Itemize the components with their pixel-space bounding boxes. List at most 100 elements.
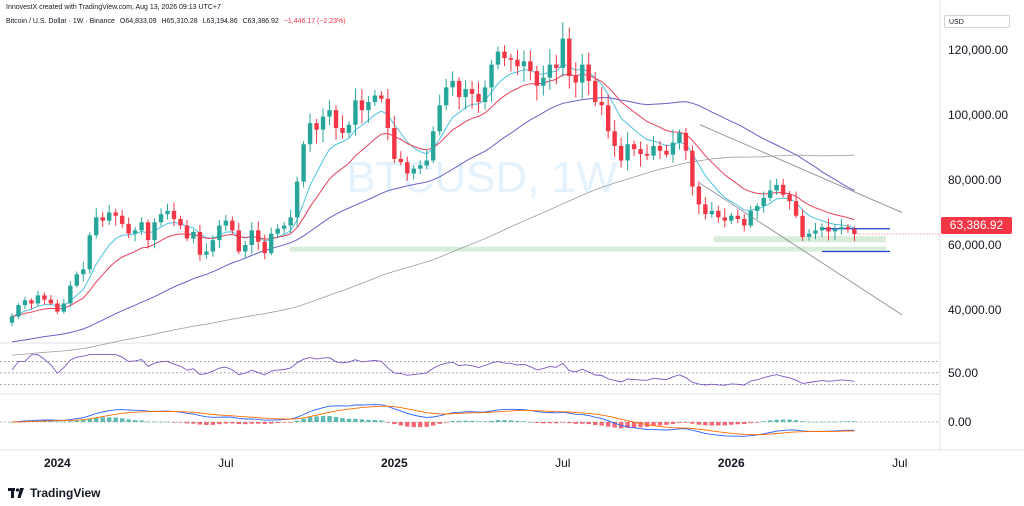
price-tick-label: 120,000.00 <box>948 43 1008 57</box>
candle-body <box>534 71 540 86</box>
candle <box>346 121 352 138</box>
candle <box>418 160 423 175</box>
low-value: L63,194.86 <box>202 18 238 25</box>
macd-histogram-bar <box>573 422 578 424</box>
candle <box>269 227 274 256</box>
candle <box>22 296 28 309</box>
candle <box>359 89 365 124</box>
candle <box>625 132 630 171</box>
candle-body <box>625 144 630 161</box>
macd-histogram-bar <box>800 421 805 422</box>
macd-histogram-bar <box>100 417 105 422</box>
candle <box>333 105 339 140</box>
candle <box>787 191 792 210</box>
candle-body <box>87 235 92 270</box>
candle-body <box>294 181 300 218</box>
macd-histogram-bar <box>755 422 760 423</box>
chart-credit: InnovestX created with TradingView.com, … <box>6 4 221 11</box>
macd-histogram-bar <box>158 421 164 423</box>
macd-histogram-bar <box>793 420 799 422</box>
currency-selector[interactable]: USD <box>944 15 1010 28</box>
time-axis[interactable]: 2024 Jul 2025 Jul 2026 Jul <box>44 456 907 470</box>
candle-body <box>631 144 637 150</box>
macd-histogram-bar <box>307 416 313 422</box>
price-tick-label: 100,000.00 <box>948 108 1008 122</box>
candle-body <box>495 51 501 65</box>
macd-histogram-bar <box>742 422 747 424</box>
candle <box>554 54 559 85</box>
trendline-lower <box>699 182 903 316</box>
tradingview-logo-icon <box>8 488 24 498</box>
candle-body <box>580 64 585 83</box>
candle <box>735 209 740 224</box>
candle <box>677 129 682 150</box>
candle-body <box>716 210 721 218</box>
macd-histogram-bar <box>431 422 436 426</box>
candle <box>761 191 766 213</box>
candle <box>644 144 650 161</box>
candle <box>722 208 727 228</box>
candle-body <box>806 233 812 237</box>
candle <box>845 224 851 233</box>
macd-histogram-bar <box>502 420 507 422</box>
candle-body <box>29 300 34 304</box>
candle <box>320 108 326 143</box>
macd-histogram-bar <box>171 422 177 423</box>
macd-histogram-bar <box>217 422 222 425</box>
macd-histogram-bar <box>230 422 235 424</box>
candle-body <box>249 230 254 245</box>
candle-body <box>398 158 403 163</box>
candle-body <box>832 229 838 232</box>
macd-histogram-bar <box>832 421 838 423</box>
candle <box>9 313 15 327</box>
candle <box>748 205 753 228</box>
candle-body <box>780 184 786 195</box>
high-value: H65,310.28 <box>161 18 198 25</box>
macd-histogram-bar <box>184 422 190 424</box>
candle-body <box>152 222 157 241</box>
candle-body <box>55 303 60 312</box>
candle-body <box>443 87 449 106</box>
macd-panel <box>0 404 940 437</box>
candle <box>437 94 442 136</box>
candle-body <box>657 145 663 151</box>
macd-histogram-bar <box>61 421 67 423</box>
candle <box>476 81 481 113</box>
candle <box>664 144 669 158</box>
tradingview-logo[interactable]: TradingView <box>8 486 100 500</box>
candle <box>826 218 831 241</box>
moving-averages <box>11 63 855 356</box>
candle <box>411 165 416 180</box>
macd-histogram-bar <box>314 416 319 422</box>
symbol-name[interactable]: Bitcoin / U.S. Dollar · 1W · Binance <box>6 18 115 25</box>
price-tick-label: 40,000.00 <box>948 303 1002 317</box>
price-axis[interactable]: 120,000.00 100,000.00 80,000.00 40,000.00 60… <box>948 43 1008 429</box>
candle-body <box>165 210 170 215</box>
macd-histogram-bar <box>729 422 734 425</box>
candle-body <box>385 98 391 128</box>
candle <box>819 223 825 238</box>
candle <box>55 299 60 314</box>
candle <box>755 203 760 220</box>
candle-body <box>197 232 203 255</box>
candle <box>502 45 507 67</box>
candle <box>573 62 578 98</box>
candle-body <box>696 186 702 205</box>
macd-histogram-bar <box>243 422 248 425</box>
candle-body <box>48 299 54 304</box>
candle-body <box>761 197 766 206</box>
candle <box>139 217 144 236</box>
candle-body <box>411 168 416 174</box>
macd-histogram-bar <box>521 421 527 422</box>
candle <box>521 50 527 82</box>
time-tick-label: Jul <box>892 456 907 470</box>
candle-body <box>100 217 105 221</box>
macd-histogram-bar <box>48 421 54 422</box>
macd-signal-line <box>11 405 855 436</box>
support-zones <box>290 228 890 253</box>
candle <box>94 207 99 239</box>
candle-body <box>184 225 190 239</box>
macd-histogram-bar <box>690 422 695 424</box>
macd-histogram-bar <box>145 421 151 423</box>
macd-histogram-bar <box>560 422 565 423</box>
